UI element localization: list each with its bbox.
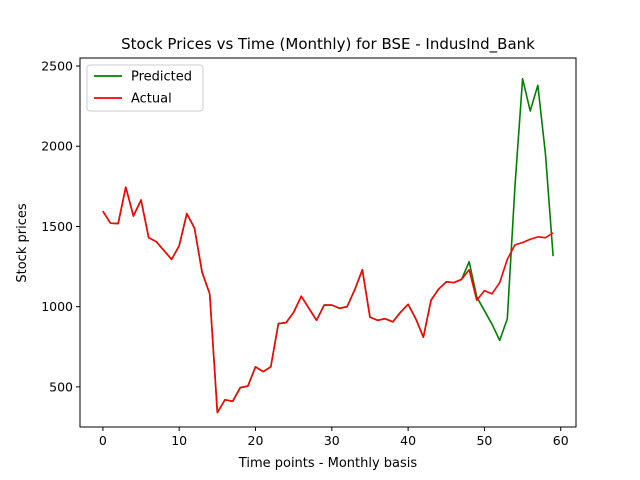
x-tick-label: 20 — [248, 433, 264, 448]
x-axis-label: Time points - Monthly basis — [238, 456, 418, 471]
x-tick-label: 60 — [553, 433, 569, 448]
plot-series — [102, 78, 554, 414]
legend-label: Predicted — [131, 70, 192, 85]
plot-frame — [79, 57, 577, 428]
x-tick-label: 10 — [171, 433, 187, 448]
x-tick-label: 40 — [400, 433, 416, 448]
x-tick-label: 30 — [324, 433, 340, 448]
x-tick-label: 50 — [476, 433, 492, 448]
y-tick-label: 2500 — [41, 59, 73, 74]
y-tick-label: 1500 — [41, 219, 73, 234]
y-axis: 500 1000 1500 2000 2500 — [41, 59, 80, 394]
legend: Predicted Actual — [86, 64, 204, 112]
x-axis: 0 10 20 30 40 50 60 — [99, 427, 569, 448]
y-tick-label: 2000 — [41, 139, 73, 154]
legend-label: Actual — [131, 92, 172, 107]
series-line-1 — [102, 186, 554, 414]
y-tick-label: 1000 — [41, 299, 73, 314]
y-axis-label: Stock prices — [15, 203, 30, 282]
x-tick-label: 0 — [99, 433, 107, 448]
chart-title: Stock Prices vs Time (Monthly) for BSE -… — [121, 35, 535, 54]
y-tick-label: 500 — [49, 379, 73, 394]
